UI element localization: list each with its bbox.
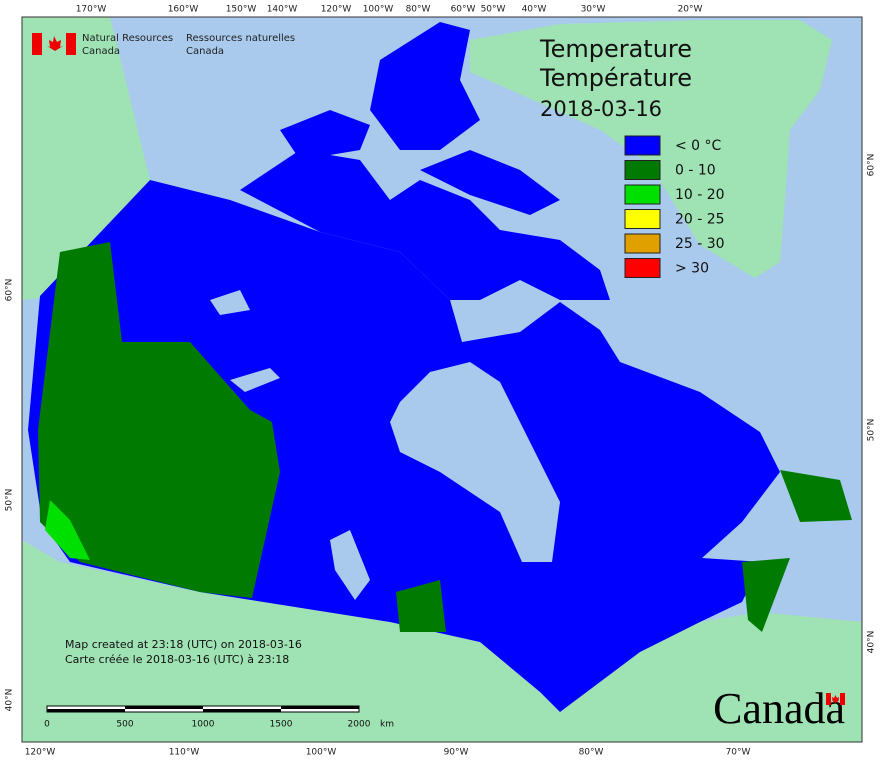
legend-label: 10 - 20	[675, 187, 725, 203]
lon-label: 80°W	[579, 748, 604, 758]
warm-area-coast	[45, 500, 90, 560]
warm-area-maritimes	[742, 558, 790, 632]
legend-swatch	[624, 209, 661, 229]
title-en: Temperature	[539, 35, 692, 63]
lon-label: 100°W	[306, 748, 337, 758]
lon-label: 20°W	[678, 5, 703, 15]
lon-label: 110°W	[169, 748, 200, 758]
scale-unit: km	[380, 720, 394, 730]
arctic-island	[280, 110, 370, 160]
agency-en: Natural Resources	[82, 33, 173, 44]
lon-label: 50°W	[481, 5, 506, 15]
lat-label: 60°N	[5, 279, 15, 302]
arctic-island	[420, 150, 560, 215]
scale-segment	[281, 706, 359, 709]
scale-bar: km 0 500 1000 1500 2000	[44, 705, 394, 730]
lon-label: 170°W	[76, 5, 107, 15]
lake	[230, 368, 280, 392]
scale-tick-label: 2000	[348, 720, 371, 730]
legend-label: > 30	[675, 261, 709, 277]
warm-area-ontario	[396, 580, 446, 632]
warm-area-maritimes	[780, 470, 852, 522]
legend-swatch	[624, 135, 661, 156]
lon-label: 70°W	[726, 748, 751, 758]
lon-label: 100°W	[363, 5, 394, 15]
flag-bar	[32, 33, 42, 55]
lake	[210, 290, 250, 315]
legend: < 0 °C 0 - 10 10 - 20 20 - 25 25 - 30 > 30	[624, 135, 725, 278]
arctic-island	[370, 22, 480, 150]
flag-bar	[840, 693, 845, 705]
agency-fr: Canada	[186, 46, 224, 57]
flag-bar	[66, 33, 76, 55]
legend-swatch	[624, 258, 661, 278]
legend-swatch	[624, 184, 661, 205]
frame-border	[21, 16, 863, 743]
legend-swatch	[624, 160, 661, 180]
scale-segment	[125, 706, 203, 709]
created-en: Map created at 23:18 (UTC) on 2018-03-16	[65, 638, 302, 651]
lat-label: 40°N	[5, 689, 15, 712]
agency-fr: Ressources naturelles	[186, 33, 295, 44]
maple-leaf	[47, 36, 63, 51]
lon-label: 150°W	[226, 5, 257, 15]
lon-label: 140°W	[267, 5, 298, 15]
legend-label: 20 - 25	[675, 212, 725, 228]
hudson-bay	[390, 362, 560, 562]
lon-label: 90°W	[444, 748, 469, 758]
lon-label: 60°W	[451, 5, 476, 15]
agency-en: Canada	[82, 46, 120, 57]
maple-leaf	[832, 695, 839, 703]
usa	[22, 540, 862, 742]
title-date: 2018-03-16	[540, 97, 662, 121]
legend-label: 0 - 10	[675, 163, 716, 179]
lon-label: 160°W	[168, 5, 199, 15]
legend-swatch	[624, 233, 661, 254]
scale-tick-label: 0	[44, 720, 50, 730]
agency-header: Natural Resources Canada Ressources natu…	[32, 33, 295, 57]
lake	[330, 530, 370, 600]
alaska	[22, 17, 150, 300]
lat-label: 40°N	[867, 631, 877, 654]
lon-label: 120°W	[25, 748, 56, 758]
lon-label: 80°W	[406, 5, 431, 15]
arctic-island	[240, 150, 610, 300]
title-fr: Température	[539, 64, 692, 92]
lat-label: 50°N	[867, 419, 877, 442]
wordmark-flag	[826, 693, 845, 705]
legend-label: 25 - 30	[675, 236, 725, 252]
lat-label: 60°N	[867, 154, 877, 177]
created-fr: Carte créée le 2018-03-16 (UTC) à 23:18	[65, 653, 289, 666]
scale-segment	[203, 709, 281, 712]
lon-label: 40°W	[522, 5, 547, 15]
scale-tick-label: 1000	[192, 720, 215, 730]
lon-label: 120°W	[321, 5, 352, 15]
warm-area-west	[38, 242, 280, 598]
scale-segment	[47, 709, 125, 712]
flag-bar	[826, 693, 831, 705]
lat-label: 50°N	[5, 489, 15, 512]
wordmark: Canada	[713, 684, 845, 733]
scale-tick-label: 500	[116, 720, 133, 730]
legend-label: < 0 °C	[675, 138, 722, 154]
graticule-labels: 170°W 160°W 150°W 140°W 120°W 100°W 80°W 60°W 50…	[5, 5, 877, 758]
scale-tick-label: 1500	[270, 720, 293, 730]
map-frame	[21, 16, 863, 743]
lon-label: 30°W	[581, 5, 606, 15]
